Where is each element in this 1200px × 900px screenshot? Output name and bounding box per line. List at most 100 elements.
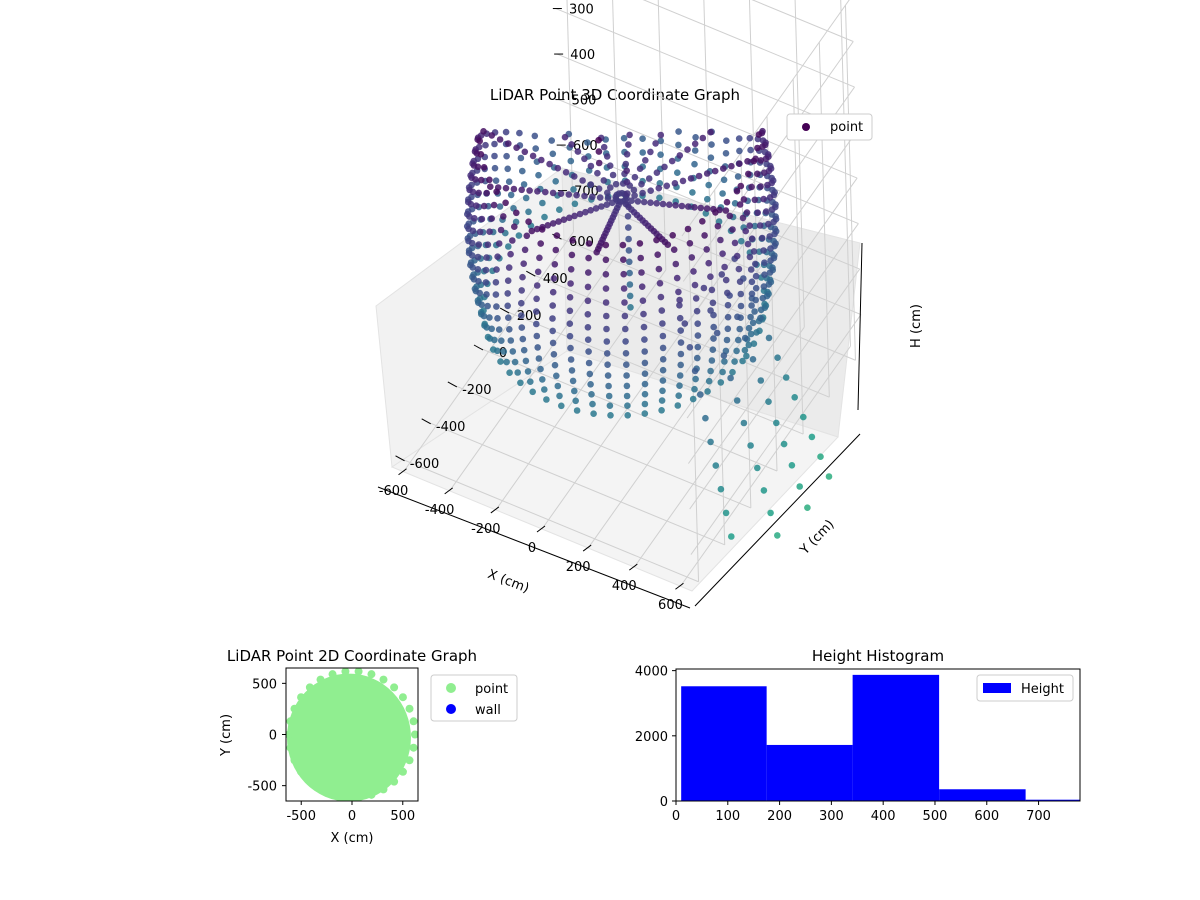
point-marker [719, 190, 726, 197]
point-marker [641, 380, 649, 388]
point-marker [491, 336, 498, 344]
point-marker [804, 504, 811, 512]
point-marker [620, 270, 627, 278]
point-marker [710, 311, 717, 319]
point-marker [475, 189, 483, 197]
point-marker [702, 414, 709, 422]
grid-line [529, 272, 830, 398]
x-tick-label: 600 [974, 809, 999, 824]
point-marker [751, 222, 759, 230]
point-marker [600, 143, 608, 151]
plot3d-y-axis-line [694, 433, 861, 607]
point-marker [656, 180, 664, 187]
point-marker [595, 159, 603, 167]
point-marker [480, 128, 487, 135]
point-marker [676, 382, 683, 390]
y-tick [421, 418, 431, 425]
z-tick-label: 400 [570, 48, 595, 63]
point-marker [533, 295, 540, 303]
point-marker [720, 165, 727, 172]
point-marker [729, 368, 736, 376]
point-marker [566, 214, 573, 222]
plot2d: LiDAR Point 2D Coordinate Graph -500 0 500… [219, 647, 518, 846]
point-marker [736, 147, 743, 155]
point-marker [688, 254, 696, 261]
point-marker [666, 201, 673, 208]
point-marker [522, 357, 530, 365]
point-marker [467, 200, 475, 208]
point-marker [587, 162, 595, 170]
point-marker [621, 299, 628, 306]
point-marker [604, 372, 612, 379]
point-marker [686, 240, 694, 247]
point-marker [638, 180, 645, 188]
point-marker [637, 254, 644, 262]
point-marker [522, 194, 530, 202]
histogram: Height Histogram 0 100 200 300 400 500 600 7000… [635, 647, 1081, 824]
point-marker [480, 312, 488, 320]
point-marker [509, 237, 516, 244]
point-marker [598, 203, 605, 210]
point-marker [622, 350, 630, 357]
point-marker [736, 201, 744, 208]
point-marker [754, 144, 761, 152]
y-tick-label: 2000 [635, 730, 668, 745]
point-marker [566, 332, 574, 340]
point-marker [600, 177, 608, 184]
point-marker [757, 183, 764, 190]
point-marker [733, 252, 741, 260]
point-marker [636, 240, 644, 247]
point-marker [473, 202, 480, 209]
point-marker [367, 670, 376, 679]
point-marker [628, 197, 635, 204]
point-marker [699, 134, 707, 142]
point-marker [705, 181, 712, 189]
point-marker [674, 169, 681, 176]
x-tick-label: 500 [390, 809, 415, 824]
y-tick-label: 0 [269, 729, 277, 744]
point-marker [691, 367, 699, 375]
point-marker [750, 157, 758, 165]
point-marker [752, 272, 760, 280]
point-marker [585, 254, 592, 262]
point-marker [752, 296, 759, 304]
plot3d-xlabel: X (cm) [485, 567, 531, 596]
point-marker [727, 374, 734, 382]
point-marker [553, 232, 561, 239]
point-marker [774, 354, 781, 362]
point-marker [748, 278, 756, 286]
point-cloud [286, 673, 411, 801]
point-marker [546, 160, 553, 168]
point-marker [541, 386, 548, 393]
histogram-bar [766, 744, 853, 801]
point-marker [595, 185, 603, 192]
point-marker [693, 307, 701, 315]
point-marker [748, 235, 756, 242]
point-marker [478, 301, 485, 309]
point-marker [603, 153, 611, 160]
point-marker [504, 165, 512, 173]
point-marker [551, 361, 559, 369]
plot3d: LiDAR Point 3D Coordinate Graph -600-400… [375, 0, 924, 613]
point-marker [724, 289, 731, 297]
point-marker [594, 169, 601, 177]
point-marker [405, 704, 414, 713]
z-tick-label: 300 [569, 3, 594, 18]
point-marker [620, 285, 628, 292]
point-marker [676, 314, 684, 322]
point-marker [488, 215, 496, 222]
grid-line [690, 314, 862, 555]
plot3d-x-axis-line [377, 486, 691, 609]
grid-line [398, 457, 699, 583]
point-marker [496, 136, 504, 143]
plot2d-ylabel: Y (cm) [219, 714, 234, 757]
point-marker [612, 180, 620, 188]
point-marker [717, 379, 725, 386]
point-marker [733, 187, 741, 195]
point-marker [541, 213, 548, 221]
point-marker [752, 260, 759, 268]
point-marker [744, 158, 751, 165]
point-marker [409, 717, 418, 726]
x-tick [398, 468, 407, 476]
point-marker [757, 157, 765, 164]
